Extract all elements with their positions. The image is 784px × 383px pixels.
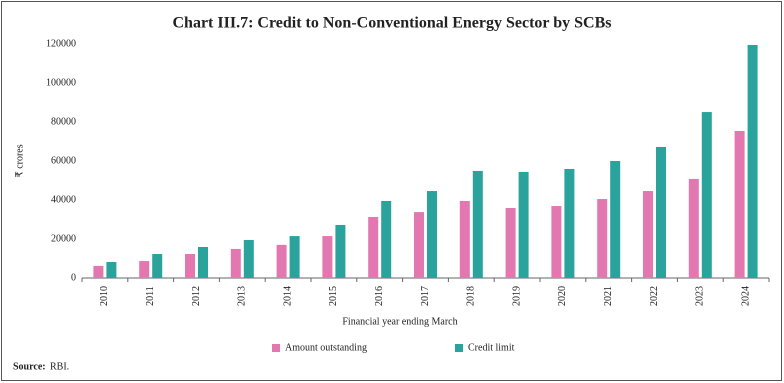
bar (518, 171, 529, 278)
bar (230, 248, 241, 278)
bar (106, 262, 117, 278)
bar (459, 200, 470, 278)
x-tick-label: 2010 (99, 286, 110, 306)
bar (185, 254, 195, 278)
bar (93, 265, 104, 278)
y-tick-label: 60000 (51, 155, 76, 166)
bar (701, 112, 712, 279)
bar (747, 44, 758, 278)
bar (152, 254, 163, 278)
bar (322, 236, 333, 278)
x-tick-label: 2018 (466, 286, 477, 306)
x-axis-label: Financial year ending March (342, 316, 457, 327)
bar (427, 191, 437, 278)
bar (335, 224, 346, 278)
legend-label: Amount outstanding (285, 342, 367, 353)
bar (597, 199, 608, 278)
x-tick-label: 2013 (237, 286, 248, 306)
y-tick-label: 40000 (51, 194, 76, 205)
x-tick-label: 2011 (145, 286, 156, 306)
bar (414, 212, 424, 278)
y-tick-label: 20000 (51, 233, 76, 244)
bar (472, 170, 483, 278)
bar (198, 246, 208, 278)
x-tick-label: 2012 (191, 286, 202, 306)
x-tick-label: 2020 (557, 286, 568, 306)
legend-label: Credit limit (468, 342, 515, 353)
bar (243, 239, 254, 278)
x-tick-label: 2022 (649, 286, 660, 306)
x-tick-label: 2017 (420, 286, 431, 306)
y-tick-label: 100000 (46, 77, 76, 88)
y-axis-label: ₹ crores (14, 144, 25, 177)
x-tick-label: 2015 (328, 286, 339, 306)
bar (276, 244, 287, 278)
legend-swatch (272, 344, 280, 352)
bar (505, 207, 516, 278)
bar (551, 206, 562, 278)
x-tick-label: 2023 (695, 286, 706, 306)
x-tick-label: 2014 (282, 286, 293, 306)
bar (734, 130, 745, 278)
x-tick-label: 2019 (511, 286, 522, 306)
x-tick-label: 2024 (740, 286, 751, 306)
bar (610, 161, 621, 278)
bar (289, 236, 300, 278)
source-label: Source: (13, 361, 46, 372)
bar (643, 191, 653, 278)
x-tick-label: 2016 (374, 286, 385, 306)
bar (656, 146, 666, 278)
bar (688, 178, 699, 278)
y-tick-label: 0 (71, 272, 76, 283)
bar (368, 216, 379, 278)
bar (381, 200, 392, 278)
y-tick-label: 80000 (51, 116, 76, 127)
y-tick-label: 120000 (46, 38, 76, 49)
bar (564, 168, 575, 278)
bar (139, 261, 150, 278)
legend-swatch (455, 344, 463, 352)
source-text: RBI. (50, 361, 69, 372)
chart-title: Chart III.7: Credit to Non-Conventional … (173, 15, 612, 32)
x-tick-label: 2021 (603, 286, 614, 306)
